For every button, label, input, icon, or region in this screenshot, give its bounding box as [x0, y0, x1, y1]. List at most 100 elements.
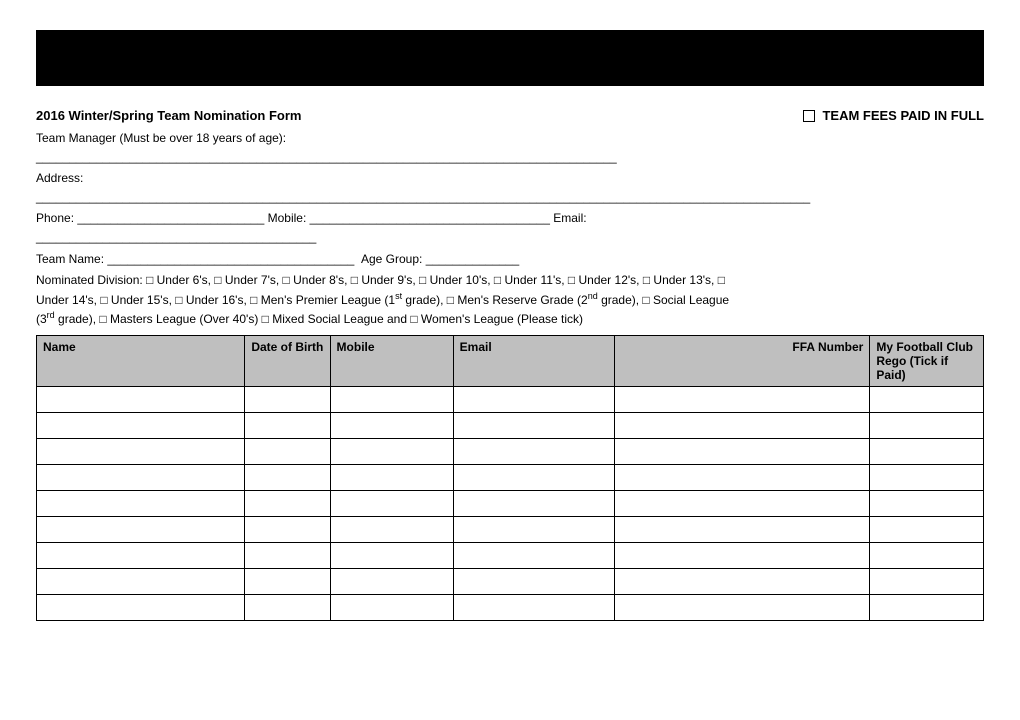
- table-cell[interactable]: [614, 516, 870, 542]
- table-cell[interactable]: [37, 542, 245, 568]
- team-name-blank[interactable]: _____________________________________: [107, 252, 354, 266]
- table-cell[interactable]: [245, 464, 330, 490]
- table-cell[interactable]: [870, 464, 984, 490]
- table-cell[interactable]: [330, 542, 453, 568]
- table-cell[interactable]: [37, 490, 245, 516]
- table-row: [37, 568, 984, 594]
- table-cell[interactable]: [245, 412, 330, 438]
- table-cell[interactable]: [37, 594, 245, 620]
- table-cell[interactable]: [330, 412, 453, 438]
- age-group-blank[interactable]: ______________: [426, 252, 519, 266]
- mobile-label: Mobile:: [268, 211, 307, 225]
- email-label: Email:: [553, 211, 586, 225]
- table-row: [37, 490, 984, 516]
- fees-paid-checkbox[interactable]: [803, 110, 815, 122]
- divisions-line3-pre[interactable]: (3: [36, 312, 47, 326]
- table-cell[interactable]: [870, 542, 984, 568]
- table-cell[interactable]: [614, 542, 870, 568]
- table-cell[interactable]: [330, 438, 453, 464]
- table-cell[interactable]: [870, 594, 984, 620]
- col-ffa-header: FFA Number: [614, 335, 870, 386]
- table-cell[interactable]: [245, 438, 330, 464]
- title-row: 2016 Winter/Spring Team Nomination Form …: [36, 108, 984, 123]
- sup-3rd: rd: [47, 310, 55, 320]
- header-black-bar: [36, 30, 984, 86]
- table-cell[interactable]: [614, 438, 870, 464]
- table-cell[interactable]: [614, 412, 870, 438]
- divisions-line2-mid[interactable]: grade), □ Men's Reserve Grade (2: [402, 293, 588, 307]
- table-cell[interactable]: [245, 386, 330, 412]
- team-manager-label: Team Manager (Must be over 18 years of a…: [36, 131, 286, 145]
- table-cell[interactable]: [330, 490, 453, 516]
- sup-2nd: nd: [588, 291, 598, 301]
- table-cell[interactable]: [330, 594, 453, 620]
- team-name-row: Team Name: _____________________________…: [36, 250, 984, 269]
- table-cell[interactable]: [614, 386, 870, 412]
- table-row: [37, 386, 984, 412]
- table-header-row: Name Date of Birth Mobile Email FFA Numb…: [37, 335, 984, 386]
- table-cell[interactable]: [330, 464, 453, 490]
- table-cell[interactable]: [870, 412, 984, 438]
- table-cell[interactable]: [330, 386, 453, 412]
- team-manager-blank[interactable]: ________________________________________…: [36, 150, 617, 164]
- table-cell[interactable]: [245, 490, 330, 516]
- col-dob-header: Date of Birth: [245, 335, 330, 386]
- contact-row: Phone: ____________________________ Mobi…: [36, 209, 984, 246]
- table-cell[interactable]: [245, 516, 330, 542]
- divisions-block: Nominated Division: □ Under 6's, □ Under…: [36, 271, 984, 329]
- fees-paid-group: TEAM FEES PAID IN FULL: [803, 108, 984, 123]
- table-cell[interactable]: [453, 464, 614, 490]
- table-cell[interactable]: [453, 438, 614, 464]
- phone-blank[interactable]: ____________________________: [77, 211, 264, 225]
- address-label: Address:: [36, 171, 83, 185]
- table-cell[interactable]: [453, 386, 614, 412]
- phone-label: Phone:: [36, 211, 74, 225]
- divisions-intro: Nominated Division:: [36, 273, 143, 287]
- divisions-line2-post[interactable]: grade), □ Social League: [598, 293, 729, 307]
- table-cell[interactable]: [614, 464, 870, 490]
- table-row: [37, 438, 984, 464]
- age-group-label: Age Group:: [361, 252, 422, 266]
- table-cell[interactable]: [245, 568, 330, 594]
- table-cell[interactable]: [453, 542, 614, 568]
- email-blank[interactable]: ________________________________________…: [36, 230, 316, 244]
- table-cell[interactable]: [330, 568, 453, 594]
- team-manager-row: Team Manager (Must be over 18 years of a…: [36, 129, 984, 166]
- table-row: [37, 542, 984, 568]
- address-blank[interactable]: ________________________________________…: [36, 190, 810, 204]
- table-row: [37, 412, 984, 438]
- table-cell[interactable]: [453, 516, 614, 542]
- table-cell[interactable]: [453, 568, 614, 594]
- table-cell[interactable]: [37, 568, 245, 594]
- table-cell[interactable]: [37, 386, 245, 412]
- table-row: [37, 516, 984, 542]
- table-cell[interactable]: [870, 516, 984, 542]
- table-cell[interactable]: [870, 490, 984, 516]
- table-cell[interactable]: [614, 568, 870, 594]
- table-cell[interactable]: [870, 386, 984, 412]
- table-cell[interactable]: [870, 568, 984, 594]
- table-cell[interactable]: [37, 412, 245, 438]
- divisions-line2-pre[interactable]: Under 14's, □ Under 15's, □ Under 16's, …: [36, 293, 395, 307]
- mobile-blank[interactable]: ____________________________________: [310, 211, 550, 225]
- col-name-header: Name: [37, 335, 245, 386]
- table-cell[interactable]: [453, 490, 614, 516]
- table-cell[interactable]: [453, 594, 614, 620]
- players-table: Name Date of Birth Mobile Email FFA Numb…: [36, 335, 984, 621]
- divisions-line1[interactable]: □ Under 6's, □ Under 7's, □ Under 8's, □…: [146, 273, 725, 287]
- table-cell[interactable]: [37, 516, 245, 542]
- table-cell[interactable]: [245, 594, 330, 620]
- table-cell[interactable]: [37, 438, 245, 464]
- col-mobile-header: Mobile: [330, 335, 453, 386]
- table-cell[interactable]: [870, 438, 984, 464]
- col-email-header: Email: [453, 335, 614, 386]
- divisions-line3-post[interactable]: grade), □ Masters League (Over 40's) □ M…: [55, 312, 583, 326]
- table-cell[interactable]: [614, 490, 870, 516]
- table-cell[interactable]: [37, 464, 245, 490]
- table-cell[interactable]: [453, 412, 614, 438]
- form-title: 2016 Winter/Spring Team Nomination Form: [36, 108, 301, 123]
- table-cell[interactable]: [330, 516, 453, 542]
- table-row: [37, 594, 984, 620]
- table-cell[interactable]: [614, 594, 870, 620]
- table-cell[interactable]: [245, 542, 330, 568]
